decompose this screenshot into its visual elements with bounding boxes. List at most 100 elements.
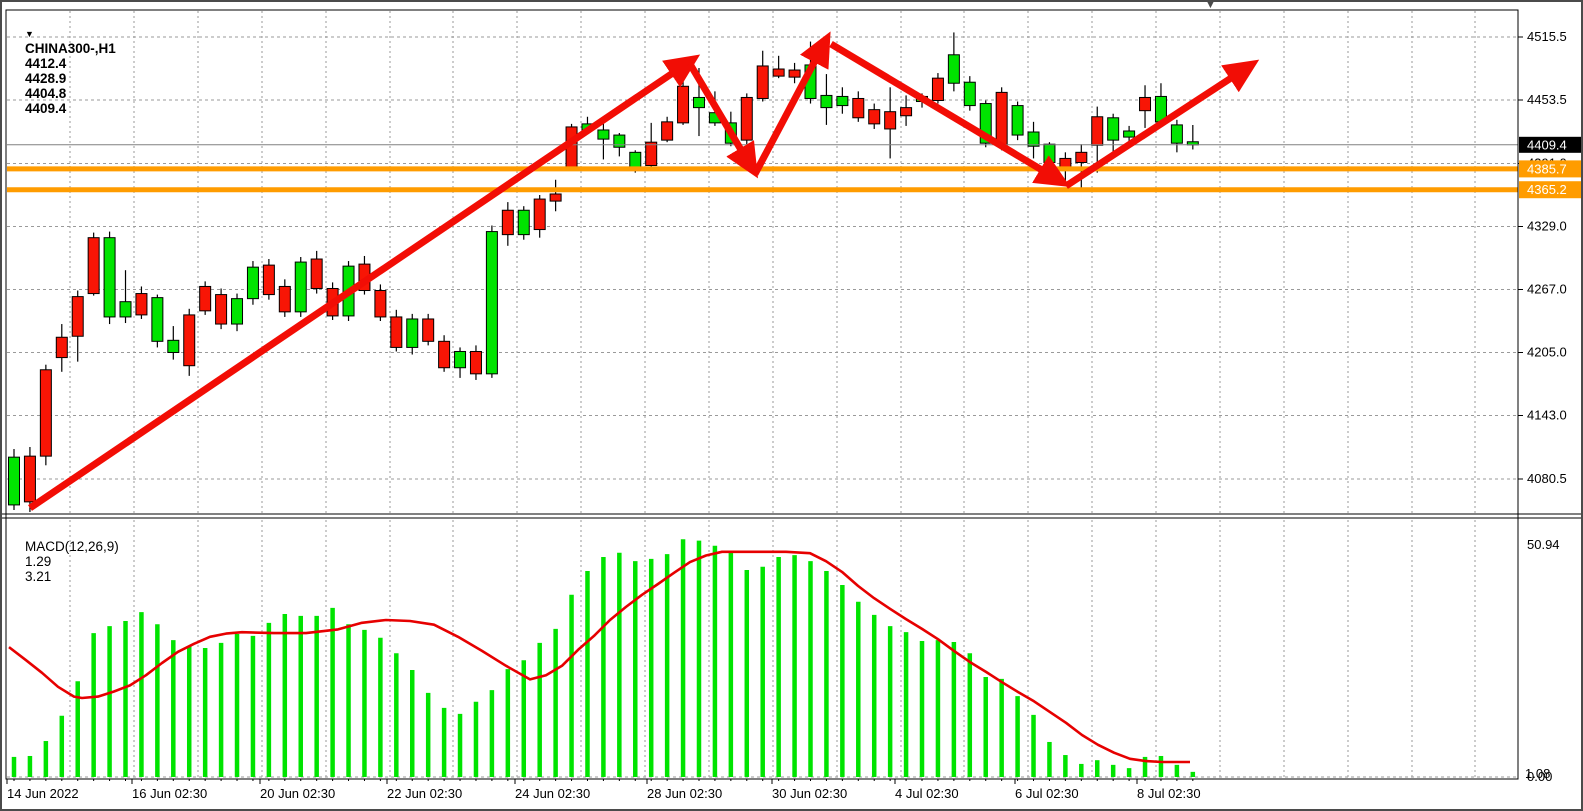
symbol-timeframe: CHINA300-,H1 — [25, 41, 116, 56]
time-axis-label: 8 Jul 02:30 — [1137, 786, 1201, 801]
candle-body — [661, 121, 674, 141]
candle-body — [469, 350, 482, 375]
ohlc-open: 4412.4 — [25, 56, 67, 71]
macd-axis-max-label: 50.94 — [1527, 537, 1560, 552]
time-axis-label: 24 Jun 02:30 — [515, 786, 590, 801]
candle-body — [852, 97, 865, 119]
price-axis-label: 4329.0 — [1527, 219, 1567, 234]
candle-body — [262, 264, 275, 296]
gridlines — [7, 11, 1518, 778]
candle-body — [1123, 130, 1136, 138]
horizontal-level-lines[interactable] — [7, 166, 1518, 193]
macd-title: MACD(12,26,9) 1.29 3.21 — [10, 524, 119, 599]
chart-dropdown-icon[interactable]: ▼ — [25, 29, 34, 39]
trend-arrow[interactable] — [1064, 59, 1260, 189]
time-axis-label: 22 Jun 02:30 — [387, 786, 462, 801]
candle-body — [167, 339, 180, 353]
candle-body — [1075, 151, 1088, 163]
candle-body — [645, 141, 658, 167]
candle-body — [900, 107, 913, 117]
candle-body — [677, 85, 690, 124]
candle-body — [1107, 117, 1120, 141]
trend-arrows[interactable] — [28, 31, 1260, 511]
candle-body — [151, 297, 164, 342]
price-axis-label: 4515.5 — [1527, 29, 1567, 44]
price-axis-label: 4267.0 — [1527, 282, 1567, 297]
candle-body — [1011, 105, 1024, 136]
candle-body — [1091, 116, 1104, 146]
candle-body — [963, 81, 976, 107]
candle-body — [215, 294, 228, 325]
ohlc-low: 4404.8 — [25, 86, 67, 101]
current-price-badge — [1519, 136, 1581, 153]
time-axis-label: 28 Jun 02:30 — [647, 786, 722, 801]
trend-arrow[interactable] — [751, 31, 831, 176]
macd-signal-line — [8, 550, 1190, 764]
candle-body — [8, 456, 20, 506]
candle-body — [995, 91, 1008, 146]
candle-body — [438, 340, 451, 369]
time-axis-label: 30 Jun 02:30 — [772, 786, 847, 801]
trend-arrow[interactable] — [829, 40, 1071, 188]
candle-body — [310, 258, 323, 289]
candle-body — [597, 129, 610, 140]
candle-body — [533, 198, 546, 231]
candle-body — [55, 336, 68, 359]
time-axis-label: 20 Jun 02:30 — [260, 786, 335, 801]
price-axis-label: 4205.0 — [1527, 344, 1567, 359]
candle-body — [692, 96, 705, 109]
trend-arrow[interactable] — [28, 54, 701, 511]
time-axis-label: 4 Jul 02:30 — [895, 786, 959, 801]
candle-body — [103, 237, 116, 318]
level-price-badge — [1519, 160, 1581, 178]
candle-body — [454, 350, 467, 369]
candle-body — [979, 103, 992, 144]
trend-arrow[interactable] — [686, 62, 759, 179]
macd-name: MACD(12,26,9) — [25, 539, 119, 554]
macd-indicator — [8, 539, 1196, 777]
candle-body — [884, 111, 897, 130]
candle-body — [135, 293, 148, 316]
candle-body — [374, 290, 387, 318]
macd-axis-last-label: 1.08 — [1525, 766, 1550, 781]
candle-body — [246, 266, 259, 300]
candle-body — [613, 134, 626, 148]
candle-body — [931, 77, 944, 102]
candle-body — [39, 369, 52, 457]
macd-value-signal: 3.21 — [25, 569, 52, 584]
candle-body — [947, 54, 960, 84]
ohlc-close: 4409.4 — [25, 101, 67, 116]
time-axis-label: 14 Jun 2022 — [7, 786, 79, 801]
time-axis[interactable]: 14 Jun 2022 16 Jun 02:30 20 Jun 02:30 22 Ju… — [6, 779, 1201, 801]
chart-title: ▼ CHINA300-,H1 4412.4 4428.9 4404.8 4409… — [10, 11, 120, 131]
macd-value-main: 1.29 — [25, 554, 52, 569]
candle-body — [629, 151, 642, 169]
price-axis-label: 4143.0 — [1527, 407, 1567, 422]
candle-body — [836, 95, 849, 107]
candle-body — [485, 231, 498, 375]
candle-body — [87, 237, 100, 295]
candle-body — [183, 314, 196, 367]
time-axis-label: 6 Jul 02:30 — [1015, 786, 1079, 801]
candle-body — [294, 261, 307, 313]
chart-frame — [2, 9, 1581, 780]
candle-body — [549, 193, 562, 202]
candle-body — [868, 109, 881, 125]
candle-body — [1043, 143, 1056, 163]
candle-body — [278, 285, 291, 313]
candle-body — [119, 301, 132, 318]
candle-body — [199, 285, 212, 312]
ohlc-high: 4428.9 — [25, 71, 67, 86]
candle-body — [1170, 124, 1183, 144]
price-axis-label: 4453.5 — [1527, 92, 1567, 107]
chart-shift-marker-icon[interactable]: ▼ — [1205, 0, 1216, 11]
price-axis[interactable]: 4515.54453.54391.04329.04267.04205.04143… — [1518, 29, 1583, 784]
candle-body — [820, 94, 833, 109]
price-axis-label: 4080.5 — [1527, 471, 1567, 486]
candlestick-series — [8, 32, 1199, 513]
candle-body — [23, 455, 36, 503]
candle-body — [406, 318, 419, 348]
candle-body — [1027, 131, 1040, 147]
